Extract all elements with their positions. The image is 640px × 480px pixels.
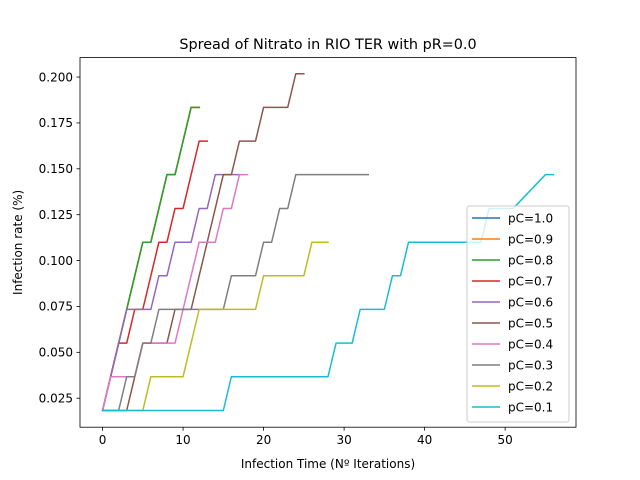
y-tick-label: 0.050 (39, 346, 73, 360)
y-tick-label: 0.025 (39, 392, 73, 406)
legend-label: pC=0.4 (508, 337, 553, 351)
x-tick-label: 30 (336, 433, 351, 447)
x-tick-label: 40 (417, 433, 432, 447)
plot-frame (79, 57, 577, 428)
y-tick-label: 0.200 (39, 70, 73, 84)
legend-label: pC=0.7 (508, 274, 553, 288)
y-tick-label: 0.075 (39, 300, 73, 314)
series-line-5 (101, 173, 241, 412)
legend-label: pC=0.2 (508, 379, 553, 393)
series-line-4 (101, 140, 208, 412)
x-axis-ticks: 0 10 20 30 40 50 (99, 427, 513, 447)
legend-label: pC=0.9 (508, 232, 553, 246)
x-axis-label: Infection Time (Nº Iterations) (241, 457, 415, 471)
chart-title: Spread of Nitrato in RIO TER with pR=0.0 (179, 37, 476, 53)
legend: pC=1.0 pC=0.9 pC=0.8 pC=0.7 pC=0.6 pC=0.5 pC=0… (466, 205, 570, 423)
y-axis-ticks: 0.025 0.050 0.075 0.100 0.125 0.150 0.175 0.200 (39, 70, 80, 406)
x-tick-label: 20 (256, 433, 271, 447)
legend-label: pC=1.0 (508, 211, 553, 225)
x-tick-label: 50 (498, 433, 513, 447)
y-tick-label: 0.100 (39, 254, 73, 268)
legend-label: pC=0.1 (508, 400, 553, 414)
series-line-9 (101, 241, 329, 412)
y-axis-label: Infection rate (%) (11, 190, 25, 295)
x-tick-label: 10 (175, 433, 190, 447)
y-tick-label: 0.175 (39, 116, 73, 130)
legend-label: pC=0.3 (508, 358, 553, 372)
y-tick-label: 0.125 (39, 208, 73, 222)
series-lines (101, 73, 555, 412)
legend-label: pC=0.5 (508, 316, 553, 330)
legend-label: pC=0.6 (508, 295, 553, 309)
y-tick-label: 0.150 (39, 162, 73, 176)
legend-label: pC=0.8 (508, 253, 553, 267)
x-tick-label: 0 (99, 433, 107, 447)
